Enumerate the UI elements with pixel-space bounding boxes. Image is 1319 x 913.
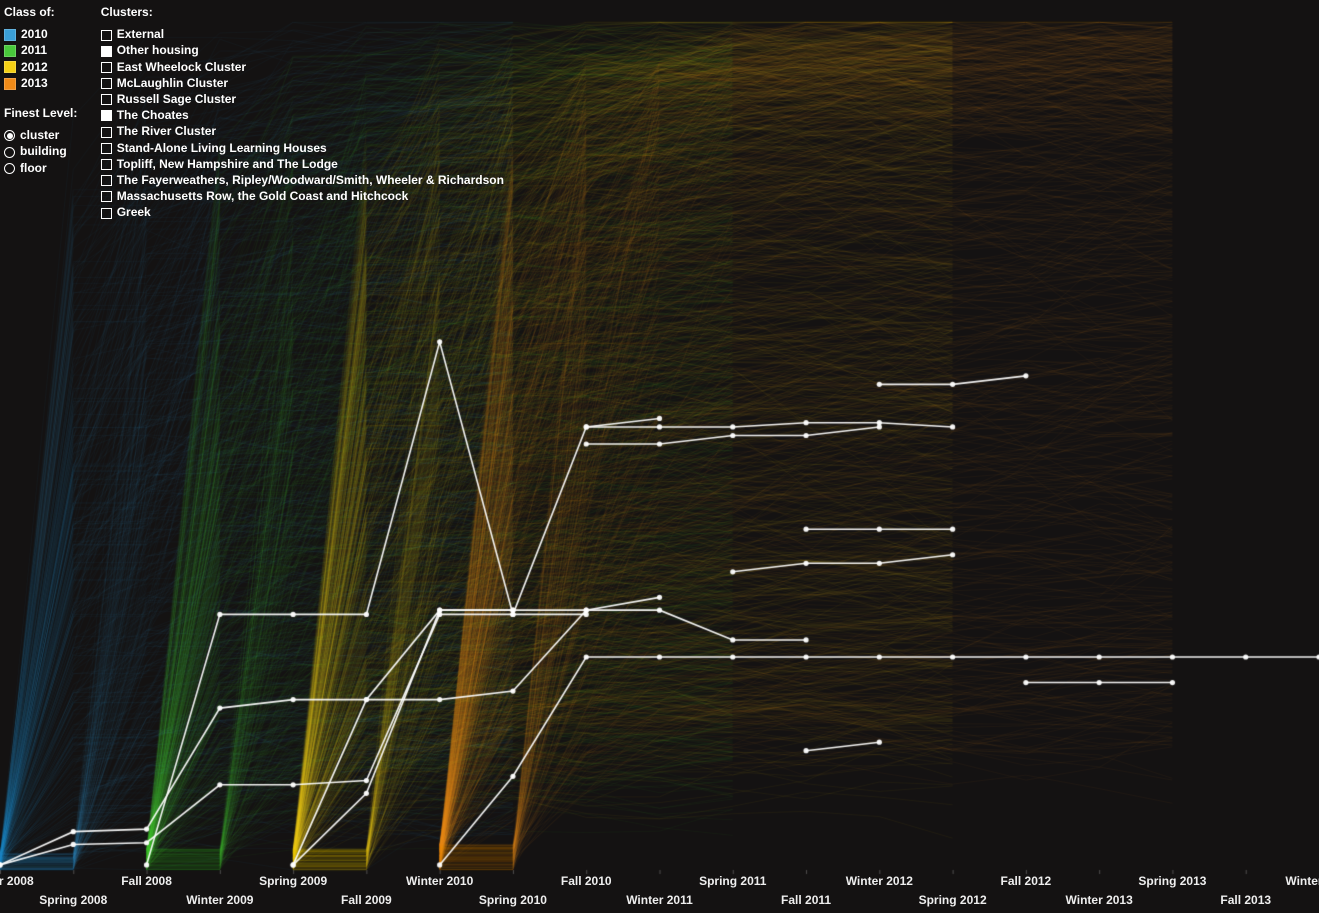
cluster-item[interactable]: Greek (101, 204, 504, 220)
cluster-item[interactable]: East Wheelock Cluster (101, 59, 504, 75)
class-item-2013[interactable]: 2013 (4, 75, 77, 91)
class-item-2010[interactable]: 2010 (4, 26, 77, 42)
cluster-item[interactable]: Other housing (101, 42, 504, 58)
cluster-item[interactable]: Stand-Alone Living Learning Houses (101, 140, 504, 156)
cluster-item[interactable]: Massachusetts Row, the Gold Coast and Hi… (101, 188, 504, 204)
level-item-building[interactable]: building (4, 143, 77, 159)
level-item-cluster[interactable]: cluster (4, 127, 77, 143)
cluster-item[interactable]: The Fayerweathers, Ripley/Woodward/Smith… (101, 172, 504, 188)
cluster-item[interactable]: The Choates (101, 107, 504, 123)
cluster-item[interactable]: External (101, 26, 504, 42)
class-legend-title: Class of: (4, 4, 77, 20)
class-item-2012[interactable]: 2012 (4, 59, 77, 75)
class-legend: Class of: 2010201120122013 Finest Level: cl… (4, 4, 77, 176)
level-legend-title: Finest Level: (4, 105, 77, 121)
controls-panel: Class of: 2010201120122013 Finest Level: cl… (4, 4, 524, 220)
cluster-item[interactable]: Russell Sage Cluster (101, 91, 504, 107)
clusters-legend: Clusters: ExternalOther housingEast Wheel… (101, 4, 504, 220)
class-item-2011[interactable]: 2011 (4, 42, 77, 58)
level-item-floor[interactable]: floor (4, 160, 77, 176)
cluster-item[interactable]: Topliff, New Hampshire and The Lodge (101, 156, 504, 172)
cluster-item[interactable]: McLaughlin Cluster (101, 75, 504, 91)
cluster-item[interactable]: The River Cluster (101, 123, 504, 139)
clusters-legend-title: Clusters: (101, 4, 504, 20)
